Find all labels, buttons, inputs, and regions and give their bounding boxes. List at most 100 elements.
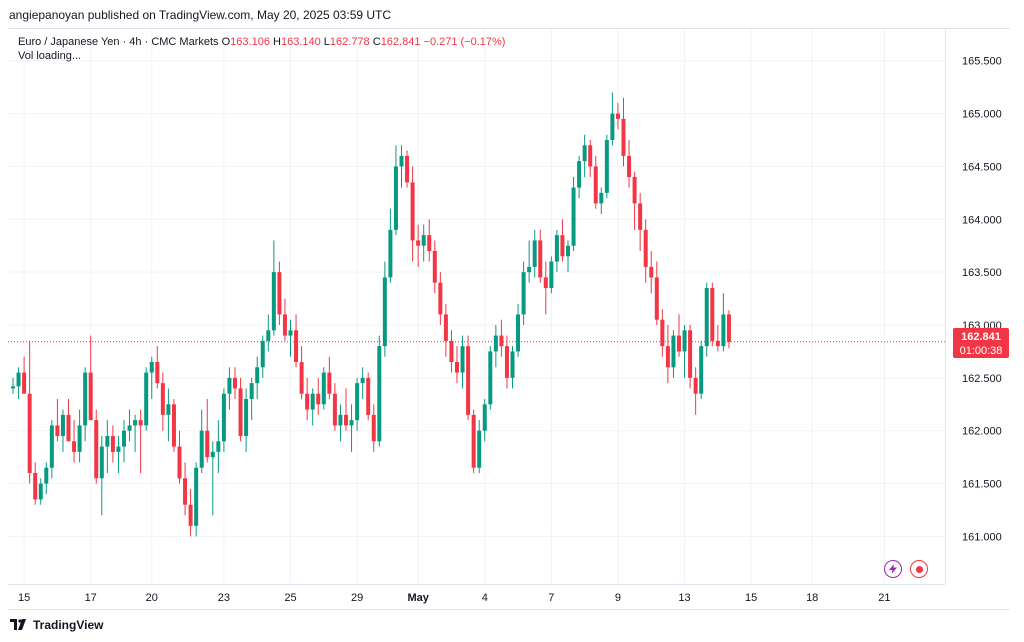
candle-up[interactable]: [144, 372, 149, 426]
candle-down[interactable]: [677, 335, 681, 352]
candle-down[interactable]: [183, 478, 188, 505]
candle-up[interactable]: [610, 113, 615, 140]
candle-down[interactable]: [621, 118, 626, 156]
chart-frame[interactable]: [8, 28, 1010, 610]
candle-up[interactable]: [227, 377, 232, 394]
candle-down[interactable]: [660, 319, 665, 347]
candle-up[interactable]: [105, 436, 110, 447]
candle-up[interactable]: [83, 372, 88, 426]
candle-up[interactable]: [133, 420, 138, 426]
candle-down[interactable]: [55, 425, 60, 436]
candle-up[interactable]: [99, 446, 104, 479]
candle-up[interactable]: [249, 383, 254, 399]
candle-up[interactable]: [221, 393, 226, 442]
candle-down[interactable]: [205, 430, 210, 458]
candle-up[interactable]: [127, 425, 132, 431]
candle-up[interactable]: [349, 420, 354, 426]
candle-up[interactable]: [582, 145, 587, 162]
candle-up[interactable]: [382, 277, 387, 347]
candle-up[interactable]: [671, 335, 676, 368]
candle-down[interactable]: [710, 288, 715, 341]
lightning-icon[interactable]: [884, 560, 902, 578]
candle-up[interactable]: [482, 404, 487, 431]
candle-down[interactable]: [543, 277, 548, 288]
candle-down[interactable]: [455, 362, 459, 373]
candle-down[interactable]: [726, 314, 731, 342]
candle-up[interactable]: [393, 166, 398, 230]
candle-down[interactable]: [22, 372, 27, 394]
volume-indicator[interactable]: Vol loading...: [18, 50, 81, 62]
candle-up[interactable]: [16, 372, 21, 387]
candle-up[interactable]: [60, 414, 65, 436]
candle-up[interactable]: [521, 272, 526, 315]
candle-down[interactable]: [27, 393, 32, 473]
candle-up[interactable]: [682, 330, 687, 352]
candle-down[interactable]: [632, 177, 637, 204]
candle-up[interactable]: [77, 425, 82, 452]
candle-up[interactable]: [199, 430, 204, 468]
candle-down[interactable]: [160, 383, 165, 415]
candle-down[interactable]: [466, 346, 471, 415]
candle-up[interactable]: [255, 367, 260, 384]
candle-up[interactable]: [260, 340, 265, 368]
candle-down[interactable]: [499, 335, 504, 347]
candle-down[interactable]: [177, 446, 182, 479]
candle-up[interactable]: [122, 430, 126, 447]
candle-down[interactable]: [588, 145, 593, 167]
candle-up[interactable]: [477, 430, 482, 468]
candle-up[interactable]: [488, 351, 493, 405]
candle-down[interactable]: [138, 420, 143, 426]
candle-up[interactable]: [571, 187, 576, 246]
candle-down[interactable]: [94, 420, 99, 479]
candle-up[interactable]: [516, 314, 521, 352]
candle-up[interactable]: [11, 386, 15, 389]
candle-down[interactable]: [471, 414, 476, 468]
candle-up[interactable]: [421, 235, 426, 246]
candle-up[interactable]: [566, 245, 570, 257]
candle-up[interactable]: [210, 451, 215, 458]
candle-down[interactable]: [638, 203, 643, 230]
candle-up[interactable]: [399, 155, 404, 167]
candle-down[interactable]: [233, 377, 237, 389]
candle-up[interactable]: [360, 377, 365, 384]
candle-down[interactable]: [416, 240, 421, 246]
candle-down[interactable]: [282, 314, 287, 336]
candle-down[interactable]: [327, 372, 332, 394]
candle-up[interactable]: [355, 383, 360, 421]
candle-up[interactable]: [554, 235, 559, 262]
candle-up[interactable]: [460, 346, 465, 373]
candle-up[interactable]: [149, 362, 154, 373]
candle-down[interactable]: [405, 155, 410, 183]
candle-down[interactable]: [371, 414, 376, 442]
candle-up[interactable]: [704, 288, 709, 347]
candle-up[interactable]: [604, 140, 609, 193]
candle-down[interactable]: [693, 377, 698, 394]
candle-down[interactable]: [66, 414, 71, 442]
candle-up[interactable]: [699, 346, 704, 394]
candle-up[interactable]: [49, 425, 54, 468]
candle-up[interactable]: [338, 414, 343, 426]
candle-up[interactable]: [493, 335, 498, 352]
candle-up[interactable]: [244, 399, 249, 436]
candle-down[interactable]: [627, 155, 632, 177]
candle-down[interactable]: [560, 235, 565, 257]
candle-down[interactable]: [615, 113, 620, 119]
candle-down[interactable]: [643, 229, 648, 267]
candle-up[interactable]: [271, 272, 276, 331]
candle-down[interactable]: [33, 473, 38, 500]
candle-up[interactable]: [266, 330, 271, 341]
candle-down[interactable]: [366, 377, 371, 415]
candle-down[interactable]: [504, 346, 509, 378]
candle-down[interactable]: [665, 346, 670, 368]
candle-down[interactable]: [654, 277, 659, 320]
candle-down[interactable]: [72, 441, 77, 452]
candle-down[interactable]: [715, 340, 720, 347]
footer-brand[interactable]: TradingView: [10, 618, 103, 632]
candle-up[interactable]: [194, 467, 199, 526]
candle-up[interactable]: [377, 346, 382, 442]
candle-up[interactable]: [599, 192, 604, 204]
candle-down[interactable]: [443, 314, 448, 341]
candle-down[interactable]: [432, 251, 437, 283]
candle-up[interactable]: [388, 229, 393, 278]
